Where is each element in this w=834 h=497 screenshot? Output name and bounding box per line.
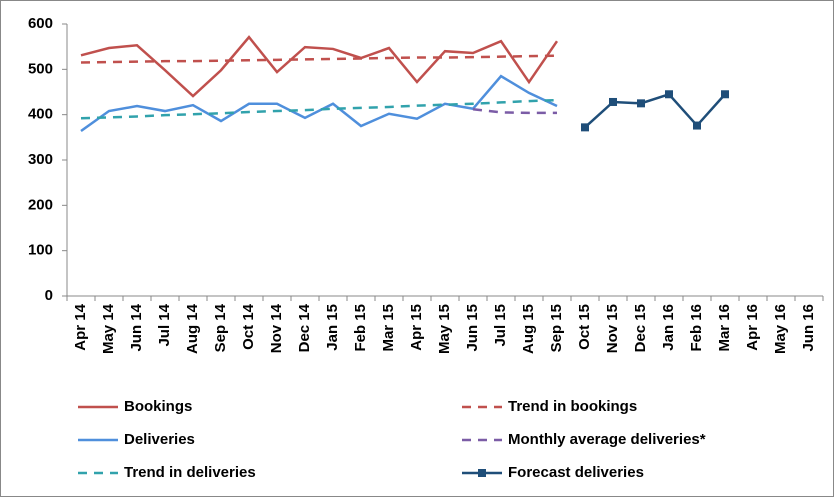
y-tick-label: 200	[28, 196, 53, 213]
x-tick-label: Aug 14	[184, 303, 201, 354]
y-tick-label: 300	[28, 151, 53, 168]
x-tick-label: May 14	[100, 303, 117, 354]
x-tick-label: Aug 15	[520, 304, 537, 354]
series-line	[80, 35, 559, 98]
marker	[721, 90, 729, 99]
x-tick-label: Oct 15	[576, 304, 593, 350]
legend-label: Bookings	[124, 398, 192, 415]
marker	[609, 97, 617, 106]
x-tick-label: Apr 16	[744, 304, 761, 351]
x-tick-label: Jun 15	[464, 304, 481, 352]
y-tick-label: 100	[28, 242, 53, 259]
x-tick-label: Jan 16	[660, 304, 677, 351]
x-tick-label: Oct 14	[240, 303, 257, 350]
x-tick-label: Nov 14	[268, 303, 285, 353]
x-tick-label: Jul 15	[492, 304, 509, 347]
y-tick-label: 400	[28, 106, 53, 123]
marker	[665, 90, 673, 99]
x-tick-label: Mar 16	[716, 304, 733, 352]
marker	[581, 123, 589, 132]
legend-label: Deliveries	[124, 431, 195, 448]
y-tick-label: 500	[28, 60, 53, 77]
x-tick-label: Sep 14	[212, 303, 229, 352]
legend-label: Forecast deliveries	[508, 464, 644, 481]
series-line	[80, 74, 558, 133]
legend-marker	[478, 469, 486, 477]
x-tick-label: Jan 15	[324, 304, 341, 351]
legend-label: Trend in deliveries	[124, 464, 256, 481]
x-tick-label: Dec 14	[296, 303, 313, 352]
marker	[693, 121, 701, 130]
x-tick-label: Jun 16	[800, 304, 817, 352]
x-tick-label: Nov 15	[604, 304, 621, 353]
legend-label: Monthly average deliveries*	[508, 431, 706, 448]
x-tick-label: May 16	[772, 304, 789, 354]
x-tick-label: Apr 14	[72, 303, 89, 350]
x-tick-label: Sep 15	[548, 304, 565, 352]
x-tick-label: Dec 15	[632, 304, 649, 352]
x-tick-label: May 15	[436, 304, 453, 354]
x-tick-label: Mar 15	[380, 304, 397, 352]
y-tick-label: 0	[45, 287, 53, 304]
x-tick-label: Feb 16	[688, 304, 705, 352]
x-tick-label: Jul 14	[156, 303, 173, 346]
series-line	[472, 107, 557, 115]
x-tick-label: Apr 15	[408, 304, 425, 351]
marker	[637, 99, 645, 108]
x-tick-label: Jun 14	[128, 303, 145, 351]
x-tick-label: Feb 15	[352, 304, 369, 352]
series-line	[584, 92, 726, 129]
legend-label: Trend in bookings	[508, 398, 637, 415]
y-tick-label: 600	[28, 15, 53, 32]
